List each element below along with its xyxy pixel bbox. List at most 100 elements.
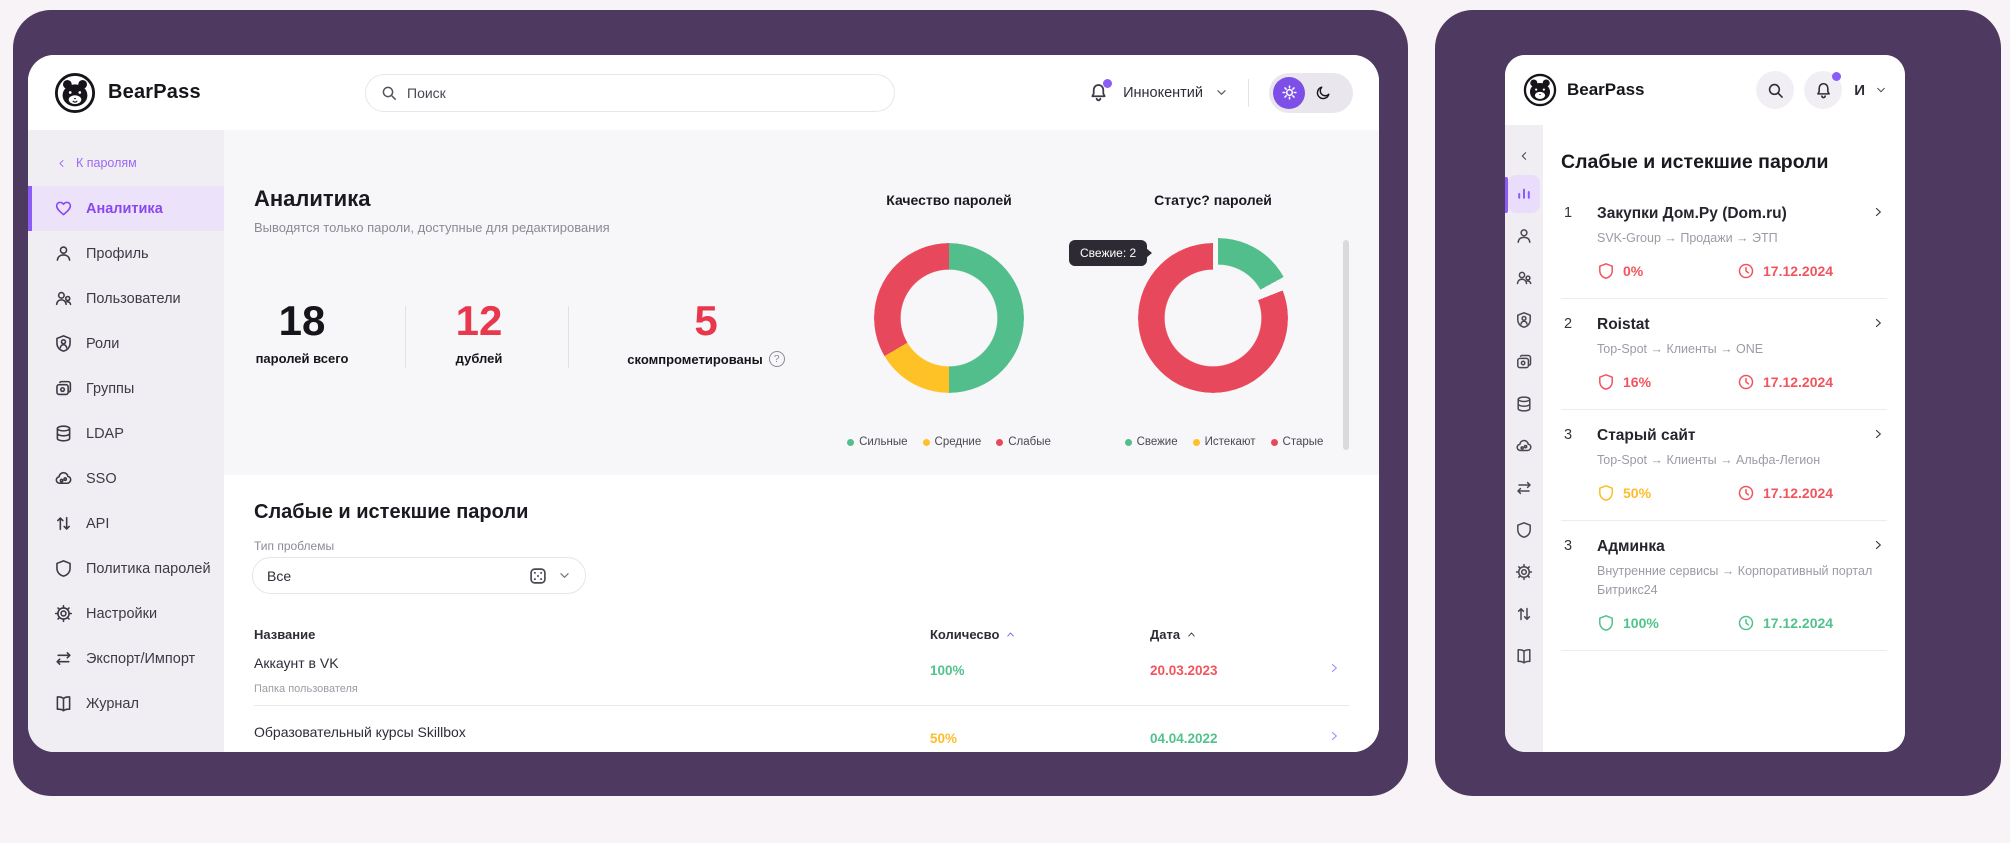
sidebar-item-profile[interactable]: Профиль <box>28 231 224 276</box>
sidebar-item-ldap[interactable]: LDAP <box>28 411 224 456</box>
chevron-right-icon[interactable] <box>1871 316 1885 330</box>
item-path: Top-Spot → Клиенты → ONE <box>1597 342 1764 357</box>
row-path: Папка пользователя <box>254 683 358 695</box>
desktop-topbar: BearPass Иннокентий <box>28 55 1379 130</box>
date-value: 17.12.2024 <box>1763 614 1834 631</box>
sidebar-item-settings[interactable]: Настройки <box>28 591 224 636</box>
legend-item: Старые <box>1270 436 1324 448</box>
sidebar-item-profile[interactable] <box>1508 215 1540 257</box>
list-item[interactable]: 3 Админка Внутренние сервисы → Корпорати… <box>1561 521 1887 651</box>
search-button[interactable] <box>1756 71 1795 109</box>
sidebar-item-journal[interactable] <box>1508 635 1540 677</box>
dark-theme-button[interactable] <box>1307 77 1339 109</box>
dice-icon <box>530 567 546 584</box>
cards-icon <box>1517 354 1532 369</box>
sidebar-item-roles[interactable] <box>1508 299 1540 341</box>
donut-chart-quality[interactable] <box>874 243 1024 393</box>
row-date: 04.04.2022 <box>1150 731 1218 746</box>
column-header-amount[interactable]: Количесво <box>930 627 1016 642</box>
sidebar-item-groups[interactable]: Группы <box>28 366 224 411</box>
sidebar-item-api[interactable]: API <box>28 501 224 546</box>
sidebar-item-analytics[interactable]: Аналитика <box>28 186 224 231</box>
chevron-right-icon[interactable] <box>1327 661 1341 675</box>
sidebar-item-analytics[interactable] <box>1508 175 1540 213</box>
problem-type-dropdown[interactable]: Все <box>252 557 586 594</box>
column-header-name[interactable]: Название <box>254 627 315 642</box>
gear-icon <box>54 604 73 623</box>
header-label: Название <box>254 627 316 642</box>
page-subtitle: Выводятся только пароли, доступные для р… <box>254 220 610 235</box>
sidebar-item-sso[interactable]: SSO <box>28 456 224 501</box>
clock-icon <box>1738 375 1754 390</box>
cards-icon <box>56 380 72 396</box>
sidebar-item-label: Аналитика <box>86 200 163 217</box>
sidebar-item-users[interactable] <box>1508 257 1540 299</box>
chevron-down-icon[interactable] <box>1215 86 1228 99</box>
donut-chart-status[interactable] <box>1138 238 1293 393</box>
arrows-up-down-icon <box>57 516 70 531</box>
sidebar-item-journal[interactable]: Журнал <box>28 681 224 726</box>
sidebar-item-api[interactable] <box>1508 593 1540 635</box>
bear-logo-icon <box>1523 73 1557 107</box>
legend-item: Слабые <box>996 436 1051 448</box>
back-button[interactable] <box>1505 139 1543 173</box>
user-name: Иннокентий <box>1123 84 1203 101</box>
legend-dot-green <box>847 438 855 446</box>
bear-logo-icon <box>54 72 96 113</box>
scrollbar[interactable] <box>1343 240 1349 450</box>
bell-icon <box>1091 84 1106 102</box>
date-value: 17.12.2024 <box>1763 263 1834 280</box>
page-title: Аналитика <box>254 186 371 211</box>
date-badge: 17.12.2024 <box>1737 614 1833 632</box>
light-theme-button[interactable] <box>1273 76 1305 109</box>
legend-label: Старые <box>1282 436 1324 448</box>
strength-value: 0% <box>1623 263 1644 280</box>
date-badge: 17.12.2024 <box>1737 262 1833 280</box>
chevron-right-icon[interactable] <box>1871 538 1885 552</box>
person-icon <box>56 246 71 261</box>
search-input[interactable] <box>407 85 880 101</box>
dropdown-value: Все <box>267 567 292 584</box>
clock-icon <box>1738 263 1754 279</box>
book-icon <box>56 696 71 712</box>
gear-icon <box>1515 563 1533 581</box>
chevron-right-icon[interactable] <box>1871 427 1885 441</box>
arrows-left-right-icon <box>56 652 71 665</box>
back-to-passwords-link[interactable]: К паролям <box>28 156 224 170</box>
sidebar-item-sso[interactable] <box>1508 425 1540 467</box>
sidebar-item-label: Профиль <box>86 245 149 262</box>
search-bar[interactable] <box>365 74 895 112</box>
sidebar-item-settings[interactable] <box>1508 551 1540 593</box>
chevron-right-icon[interactable] <box>1327 729 1341 743</box>
topbar-divider <box>1248 78 1249 107</box>
sidebar-item-export-import[interactable] <box>1508 467 1540 509</box>
notifications-button[interactable] <box>1085 78 1113 106</box>
chart-title-quality: Качество паролей <box>886 192 1012 208</box>
list-item[interactable]: 3 Старый сайт Top-Spot → Клиенты → Альфа… <box>1561 410 1887 522</box>
chevron-right-icon[interactable] <box>1871 205 1885 219</box>
legend-label: Сильные <box>859 436 908 448</box>
help-icon[interactable]: ? <box>768 351 785 368</box>
legend-label: Слабые <box>1008 436 1051 448</box>
sidebar-item-export-import[interactable]: Экспорт/Импорт <box>28 636 224 681</box>
sidebar-item-groups[interactable] <box>1508 341 1540 383</box>
notifications-button[interactable] <box>1804 71 1843 109</box>
column-header-date[interactable]: Дата <box>1150 627 1197 642</box>
chevron-down-icon[interactable] <box>1875 84 1887 96</box>
sidebar-item-roles[interactable]: Роли <box>28 321 224 366</box>
item-number: 3 <box>1564 538 1573 555</box>
stat-total-passwords: 18 паролей всего <box>232 297 372 366</box>
list-item[interactable]: 2 Roistat Top-Spot → Клиенты → ONE 16% <box>1561 299 1887 411</box>
list-item[interactable]: 1 Закупки Дом.Ру (Dom.ru) SVK-Group → Пр… <box>1561 188 1887 300</box>
row-separator <box>254 705 1349 706</box>
sidebar-item-password-policy[interactable] <box>1508 509 1540 551</box>
item-path: Top-Spot → Клиенты → Альфа-Легион <box>1597 453 1821 468</box>
sidebar-item-users[interactable]: Пользователи <box>28 276 224 321</box>
shield-icon <box>56 560 71 577</box>
item-number: 1 <box>1564 205 1573 221</box>
legend-status: Свежие Истекают Старые <box>1099 436 1349 448</box>
theme-toggle[interactable] <box>1269 72 1353 113</box>
sidebar-item-password-policy[interactable]: Политика паролей <box>28 546 224 591</box>
sidebar-item-ldap[interactable] <box>1508 383 1540 425</box>
